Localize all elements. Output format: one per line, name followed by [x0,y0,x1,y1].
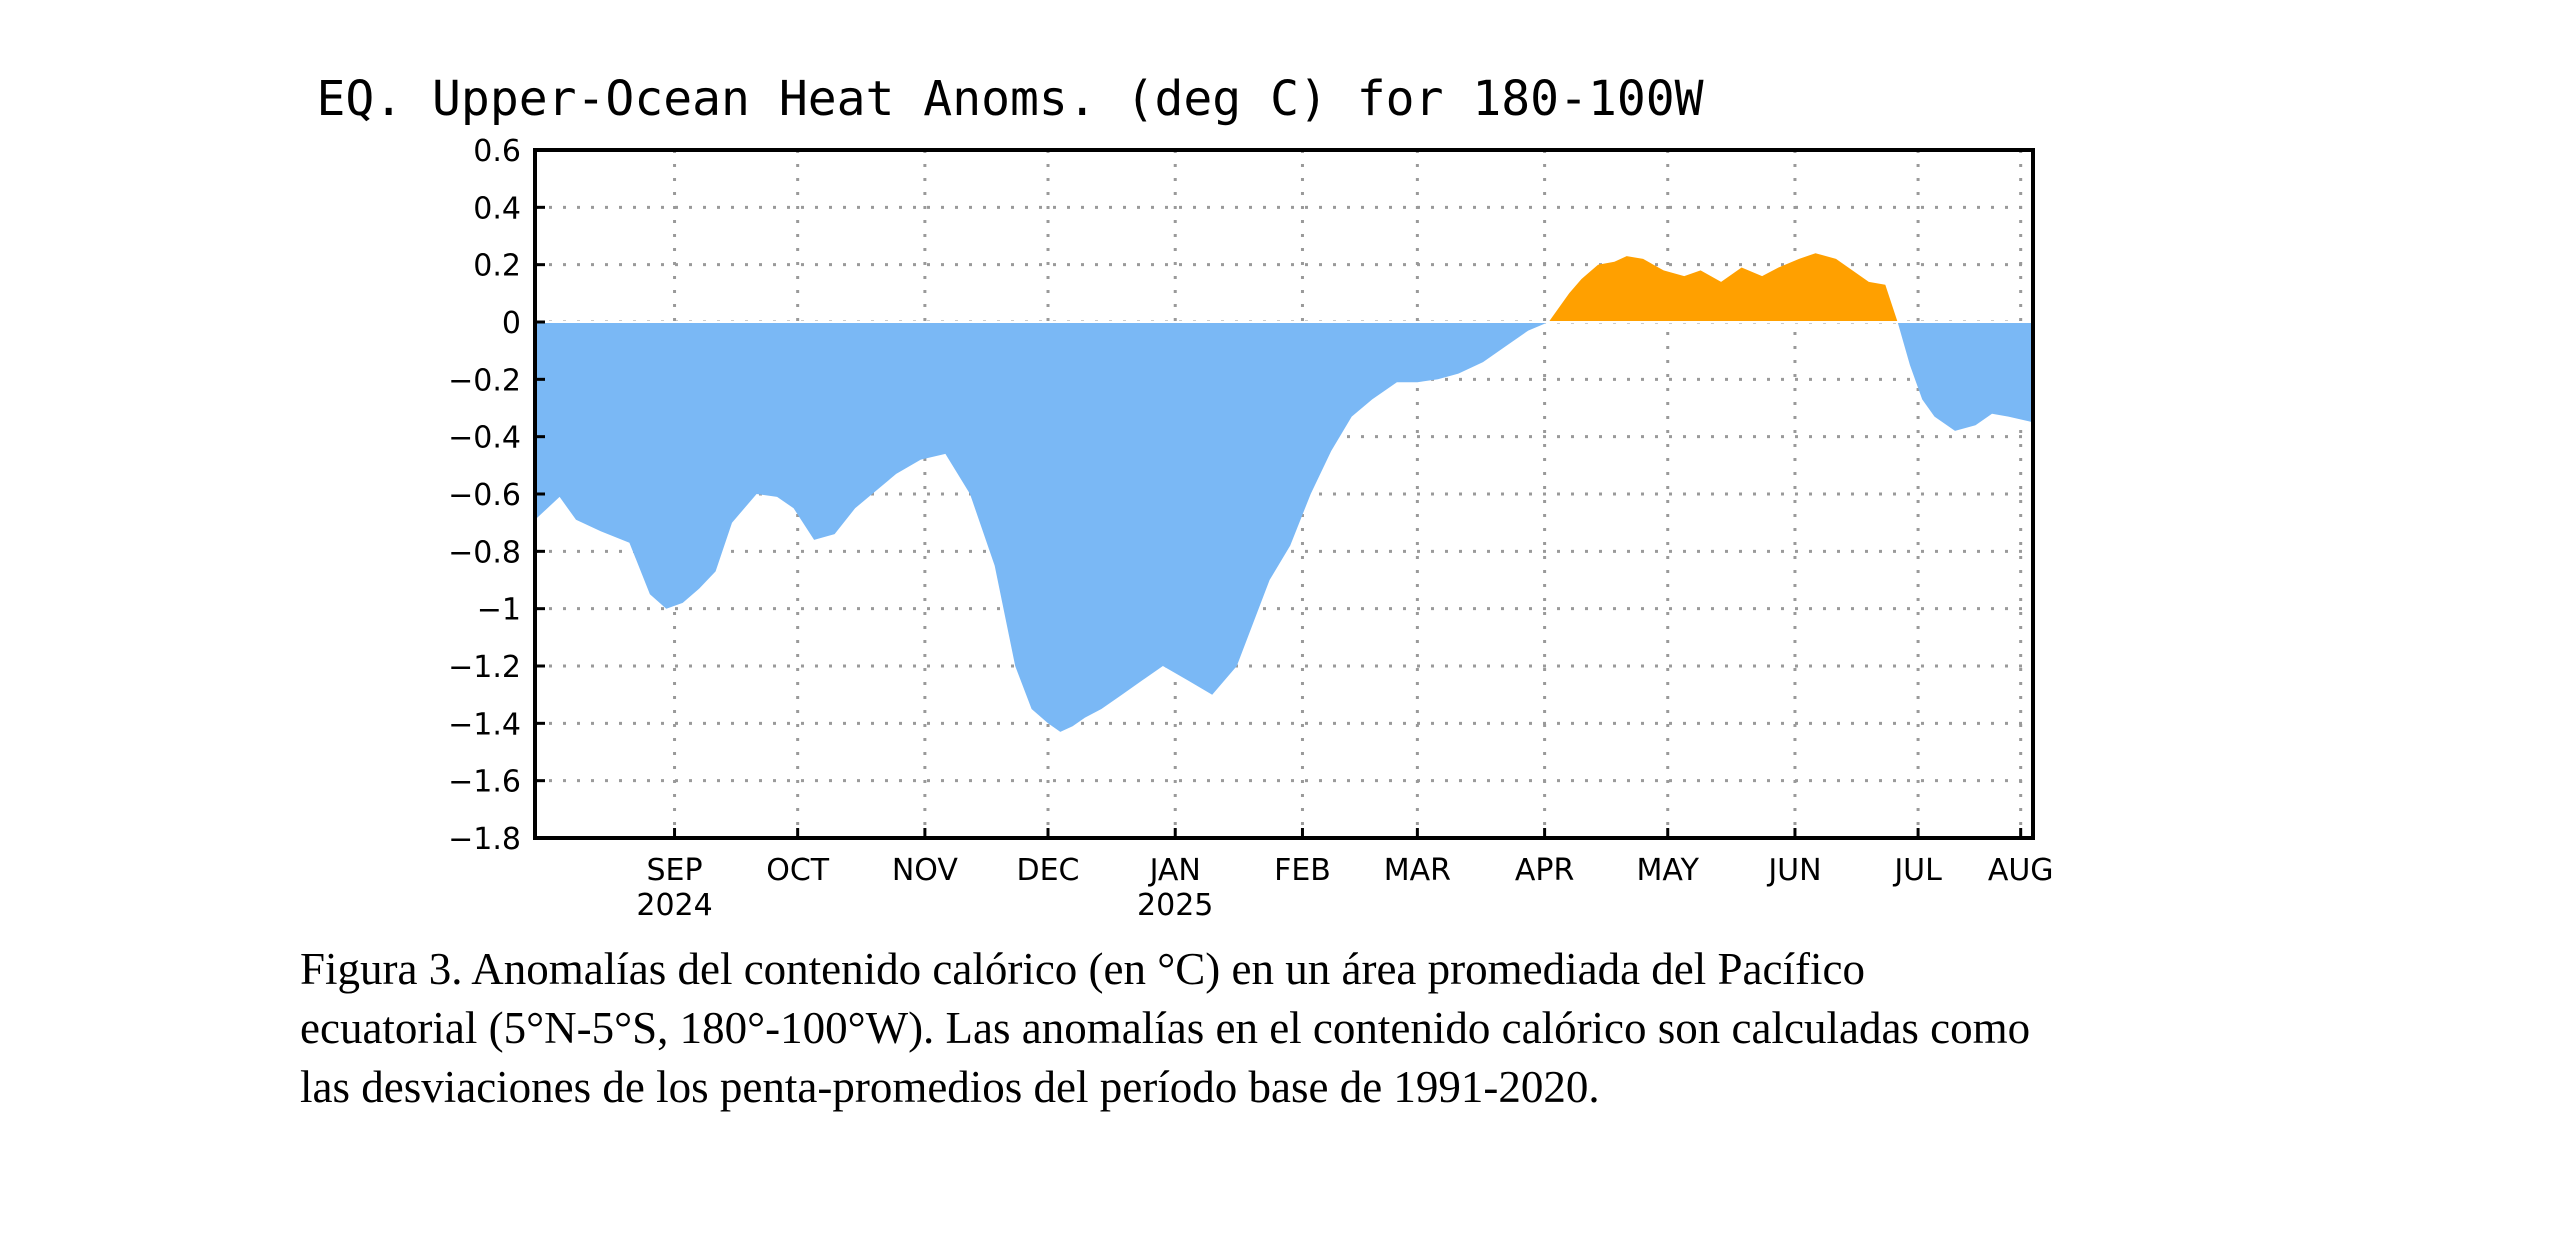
positive-anomaly-area [535,253,2033,322]
y-tick-label: −1.8 [448,822,521,857]
caption-line-2: ecuatorial (5°N-5°S, 180°-100°W). Las an… [300,1003,2031,1053]
y-tick-label: −0.4 [448,421,521,456]
x-tick-label: JAN [1148,853,1201,888]
year-label: 2024 [636,888,712,923]
x-tick-label: JUN [1766,853,1821,888]
y-tick-label: −0.6 [448,478,521,513]
y-tick-label: −0.2 [448,363,521,398]
heat-anomaly-chart: EQ. Upper-Ocean Heat Anoms. (deg C) for … [316,71,2054,923]
negative-anomaly-area [535,322,2033,732]
caption-line-3: las desviaciones de los penta-promedios … [300,1062,1600,1112]
x-tick-label: SEP [646,853,702,888]
caption-line-1: Figura 3. Anomalías del contenido calóri… [300,944,1865,994]
x-axis: SEP OCT NOV DEC JAN FEB MAR APR MAY JUN JUL AUG 2024… [636,828,2054,923]
y-tick-label: 0.2 [473,249,521,284]
chart-title: EQ. Upper-Ocean Heat Anoms. (deg C) for … [316,71,1703,127]
year-label: 2025 [1137,888,1213,923]
x-tick-label: DEC [1017,853,1080,888]
x-tick-label: OCT [766,853,830,888]
y-tick-label: −0.8 [448,535,521,570]
y-tick-label: −1 [477,593,521,628]
x-tick-label: MAY [1637,853,1700,888]
x-tick-label: MAR [1384,853,1451,888]
y-tick-label: 0.4 [473,191,521,226]
figure-caption: Figura 3. Anomalías del contenido calóri… [300,940,2300,1117]
x-tick-label: AUG [1988,853,2054,888]
x-tick-label: APR [1515,853,1574,888]
y-axis: 0.6 0.4 0.2 0 −0.2 −0.4 −0.6 −0.8 −1 −1.2 −1.4 −1.6… [448,134,545,857]
y-tick-label: −1.4 [448,707,521,742]
x-tick-label: NOV [892,853,959,888]
x-tick-label: FEB [1274,853,1331,888]
y-tick-label: −1.6 [448,765,521,800]
y-tick-label: 0.6 [473,134,521,169]
y-tick-label: 0 [502,306,521,341]
x-tick-label: JUL [1892,853,1942,888]
y-tick-label: −1.2 [448,650,521,685]
